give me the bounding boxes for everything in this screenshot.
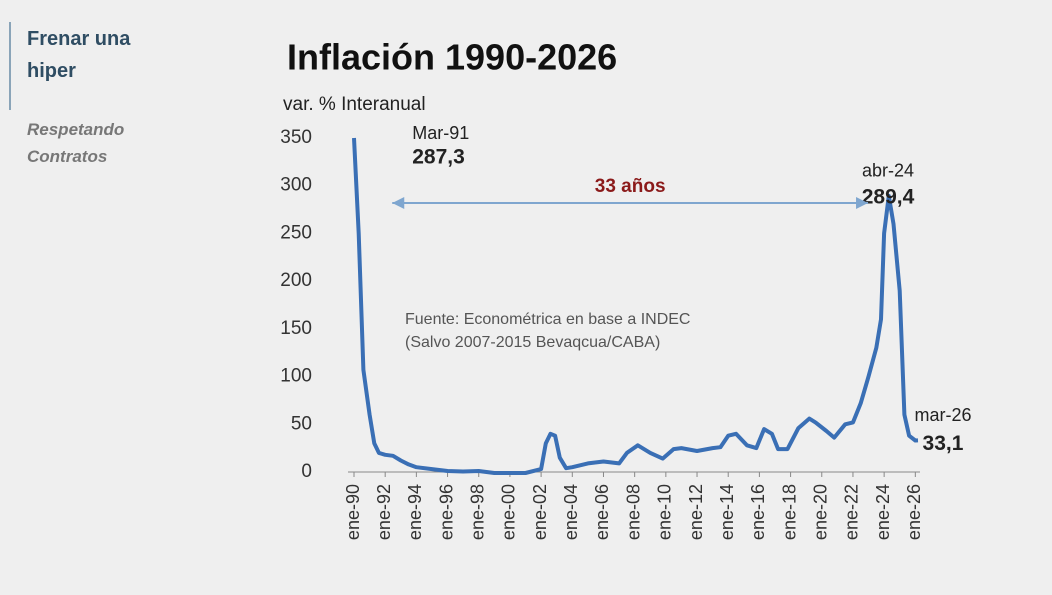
x-tick-label: ene-26 [904, 484, 924, 540]
x-tick-label: ene-92 [374, 484, 394, 540]
line-series [352, 137, 919, 475]
arrow-head [856, 197, 869, 209]
annotation-value: 33,1 [923, 432, 964, 455]
y-tick-label: 0 [301, 461, 312, 482]
y-tick-label: 200 [280, 270, 312, 291]
y-axis-title: var. % Interanual [283, 94, 426, 115]
y-tick-label: 100 [280, 366, 312, 387]
sidebar-title: Frenar una hiper [27, 28, 131, 82]
arrow-head [392, 197, 405, 209]
x-tick-label: ene-98 [467, 484, 487, 540]
x-tick-label: ene-00 [499, 484, 519, 540]
source-line: Fuente: Econométrica en base a INDEC [405, 311, 690, 328]
span-label: 33 años [595, 176, 666, 197]
x-tick-label: ene-16 [748, 484, 768, 540]
x-tick-label: ene-10 [655, 484, 675, 540]
source-line: (Salvo 2007-2015 Bevaqcua/CABA) [405, 334, 660, 351]
y-tick-label: 250 [280, 222, 312, 243]
x-tick-label: ene-02 [530, 484, 550, 540]
x-tick-label: ene-04 [561, 484, 581, 540]
annotation-value: 289,4 [862, 185, 915, 208]
x-tick-label: ene-08 [623, 484, 643, 540]
y-tick-label: 300 [280, 175, 312, 196]
x-tick-label: ene-90 [343, 484, 363, 540]
x-tick-label: ene-06 [592, 484, 612, 540]
y-tick-label: 50 [291, 413, 312, 434]
y-tick-label: 150 [280, 318, 312, 339]
annotation-value: 287,3 [412, 146, 465, 169]
chart-title: Inflación 1990-2026 [287, 37, 617, 78]
y-tick-label: 350 [280, 127, 312, 148]
x-tick-label: ene-96 [436, 484, 456, 540]
x-tick-label: ene-20 [811, 484, 831, 540]
x-tick-label: ene-12 [686, 484, 706, 540]
x-tick-label: ene-22 [842, 484, 862, 540]
x-tick-label: ene-14 [717, 484, 737, 540]
x-tick-label: ene-24 [873, 484, 893, 540]
annotation-date: abr-24 [862, 161, 914, 181]
x-tick-label: ene-94 [405, 484, 425, 540]
x-tick-label: ene-18 [779, 484, 799, 540]
annotation-date: Mar-91 [412, 123, 469, 143]
annotation-date: mar-26 [914, 405, 971, 425]
sidebar-subtitle: Respetando Contratos [27, 120, 124, 166]
